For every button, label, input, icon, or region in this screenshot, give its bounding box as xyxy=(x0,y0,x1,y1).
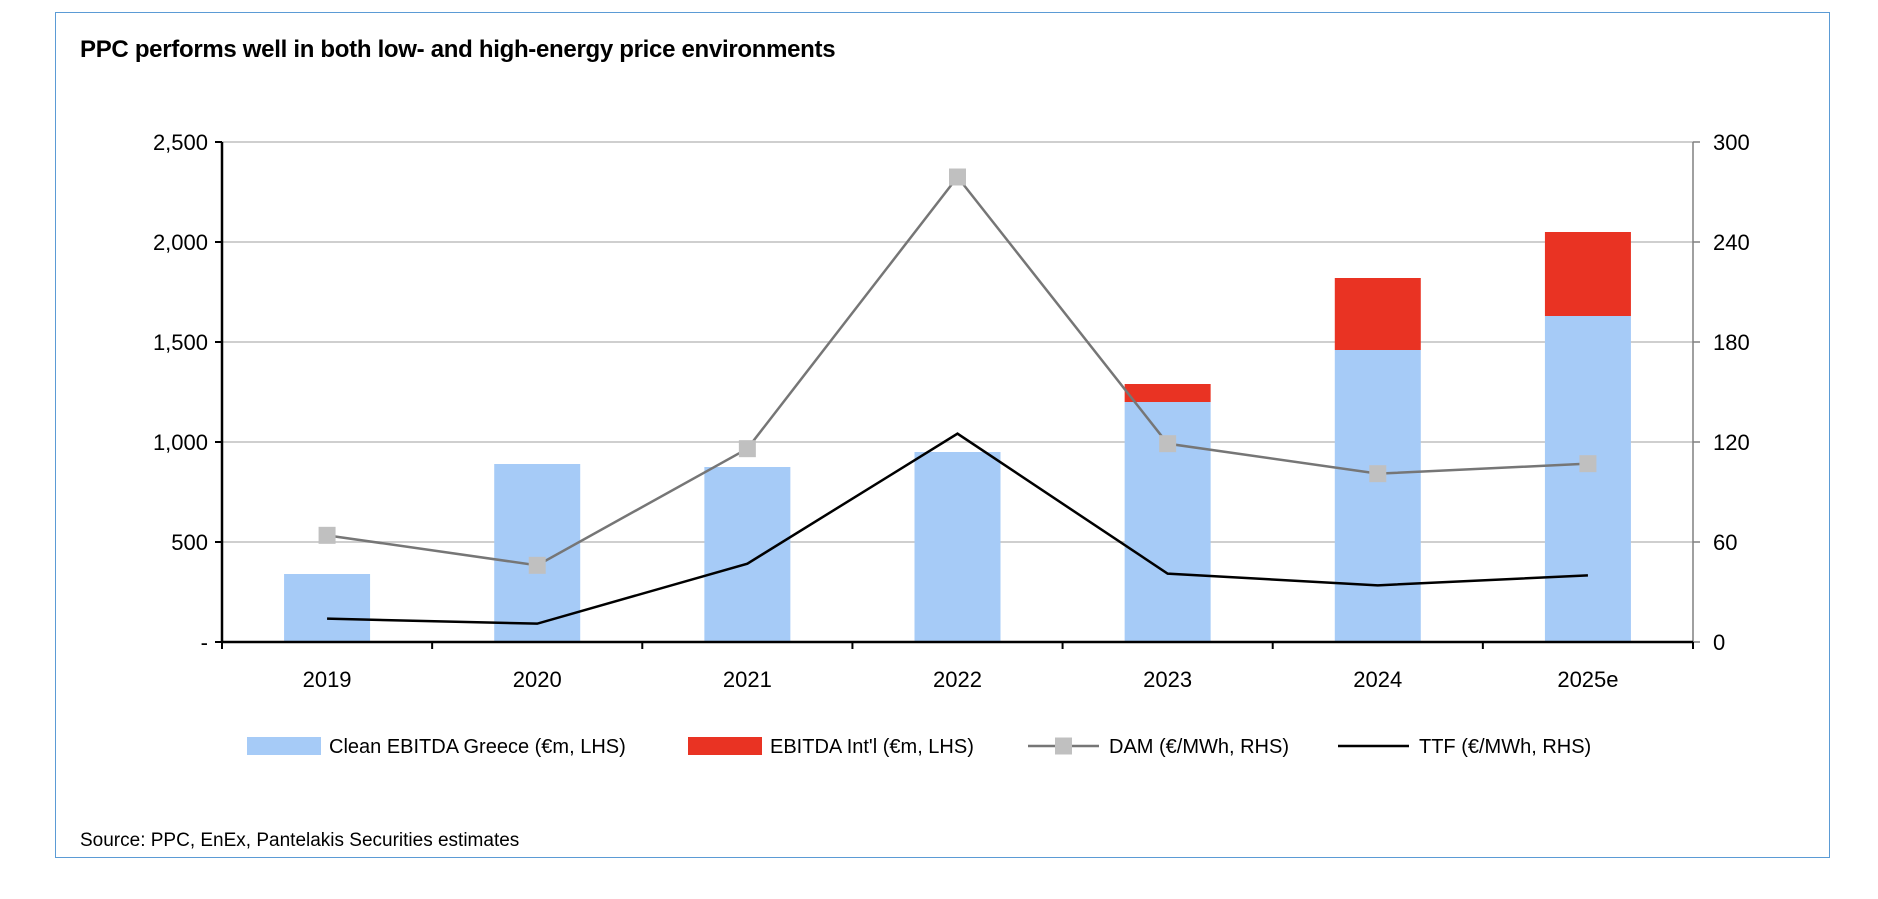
x-axis-tick-label: 2021 xyxy=(723,667,772,692)
bar-clean-ebitda-greece xyxy=(284,574,371,642)
bar-clean-ebitda-greece xyxy=(704,467,791,642)
bar-clean-ebitda-greece xyxy=(914,452,1001,642)
bar-clean-ebitda-greece xyxy=(494,464,581,642)
right-axis-tick-label: 0 xyxy=(1713,630,1725,655)
left-axis-tick-label: 2,000 xyxy=(153,230,208,255)
legend-label: Clean EBITDA Greece (€m, LHS) xyxy=(329,736,626,758)
right-axis-tick-label: 240 xyxy=(1713,230,1750,255)
chart-frame xyxy=(55,12,1830,858)
marker-dam xyxy=(1579,455,1597,473)
marker-dam xyxy=(949,168,966,186)
x-axis-tick-label: 2024 xyxy=(1353,667,1402,692)
legend-label: DAM (€/MWh, RHS) xyxy=(1109,736,1289,758)
marker-dam xyxy=(1369,465,1387,483)
bar-clean-ebitda-greece xyxy=(1334,350,1421,642)
bar-ebitda-intl xyxy=(1124,384,1211,402)
right-axis-tick-label: 300 xyxy=(1713,130,1750,155)
chart-title: PPC performs well in both low- and high-… xyxy=(80,36,836,63)
marker-dam xyxy=(738,440,756,458)
x-axis-tick-label: 2020 xyxy=(513,667,562,692)
right-axis-tick-label: 120 xyxy=(1713,430,1750,455)
line-ttf xyxy=(327,432,1588,625)
x-axis-tick-label: 2019 xyxy=(303,667,352,692)
left-axis-tick-label: 2,500 xyxy=(153,130,208,155)
bar-clean-ebitda-greece xyxy=(1544,316,1631,642)
marker-dam xyxy=(1159,435,1177,453)
legend-label: EBITDA Int'l (€m, LHS) xyxy=(770,736,974,758)
legend-marker xyxy=(1055,737,1072,755)
x-axis-tick-label: 2023 xyxy=(1143,667,1192,692)
left-axis-tick-label: 1,000 xyxy=(153,430,208,455)
legend-swatch xyxy=(688,737,762,755)
right-axis-tick-label: 180 xyxy=(1713,330,1750,355)
left-axis-tick-label: - xyxy=(201,630,208,655)
x-axis-tick-label: 2022 xyxy=(933,667,982,692)
bar-ebitda-intl xyxy=(1334,278,1421,350)
marker-dam xyxy=(528,556,546,574)
left-axis-tick-label: 1,500 xyxy=(153,330,208,355)
legend-label: TTF (€/MWh, RHS) xyxy=(1419,736,1591,758)
marker-dam xyxy=(318,526,336,544)
right-axis-tick-label: 60 xyxy=(1713,530,1737,555)
chart-source: Source: PPC, EnEx, Pantelakis Securities… xyxy=(80,830,520,851)
legend-swatch xyxy=(247,737,321,755)
left-axis-tick-label: 500 xyxy=(171,530,208,555)
x-axis-tick-label: 2025e xyxy=(1557,667,1618,692)
bar-ebitda-intl xyxy=(1544,232,1631,316)
